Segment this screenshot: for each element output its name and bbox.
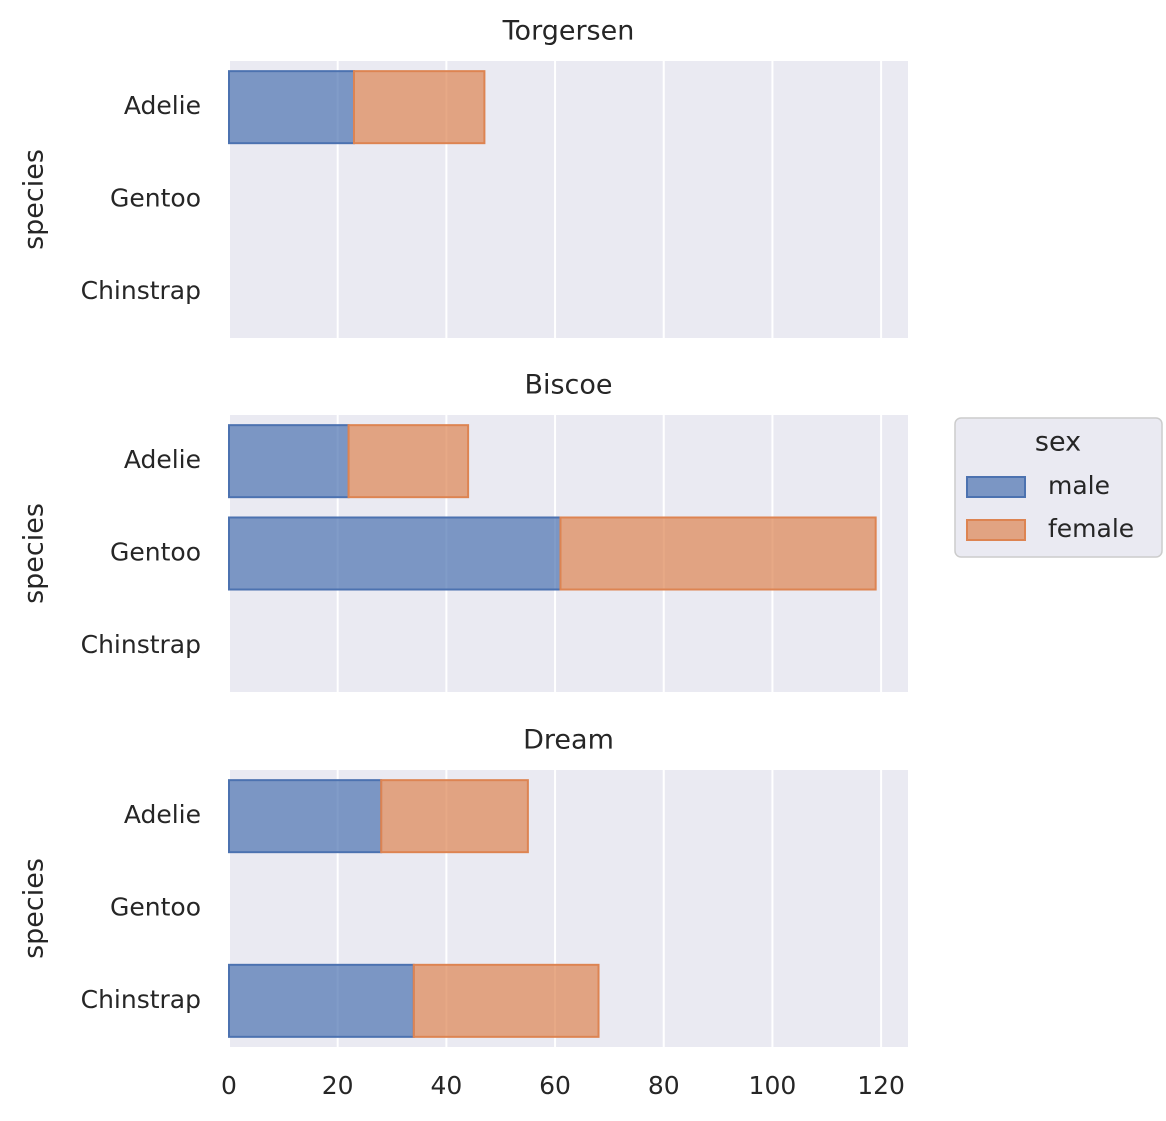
y-axis-label: species <box>19 149 50 250</box>
y-axis-label: species <box>19 503 50 604</box>
y-tick-label: Chinstrap <box>81 630 201 659</box>
bar <box>559 516 877 591</box>
legend-label: female <box>1048 514 1134 543</box>
bar <box>228 424 350 499</box>
y-tick-label: Gentoo <box>110 538 201 567</box>
bar <box>228 516 562 591</box>
bar <box>228 779 383 854</box>
y-tick-label: Adelie <box>124 800 201 829</box>
bar <box>347 424 470 499</box>
x-tick-label: 20 <box>322 1071 354 1100</box>
legend: sex male female <box>954 417 1163 558</box>
bar <box>352 70 486 145</box>
panel-title: Biscoe <box>524 370 612 401</box>
bar <box>228 963 415 1038</box>
y-tick-label: Gentoo <box>110 184 201 213</box>
y-tick-label: Chinstrap <box>81 276 201 305</box>
legend-title: sex <box>1035 427 1081 458</box>
bar <box>228 70 355 145</box>
legend-swatch <box>966 476 1026 498</box>
x-tick-label: 40 <box>430 1071 462 1100</box>
y-axis-label: species <box>19 858 50 959</box>
x-tick-label: 80 <box>648 1071 680 1100</box>
y-tick-label: Adelie <box>124 445 201 474</box>
panel-title: Torgersen <box>502 16 635 47</box>
x-tick-label: 100 <box>749 1071 797 1100</box>
legend-swatch <box>966 519 1026 541</box>
y-tick-label: Gentoo <box>110 893 201 922</box>
y-tick-label: Chinstrap <box>81 985 201 1014</box>
x-tick-label: 0 <box>221 1071 237 1100</box>
y-tick-label: Adelie <box>124 91 201 120</box>
legend-label: male <box>1048 471 1110 500</box>
x-tick-label: 120 <box>857 1071 905 1100</box>
bar <box>412 963 600 1038</box>
x-tick-label: 60 <box>539 1071 571 1100</box>
panel-title: Dream <box>523 725 614 756</box>
bar <box>380 779 529 854</box>
